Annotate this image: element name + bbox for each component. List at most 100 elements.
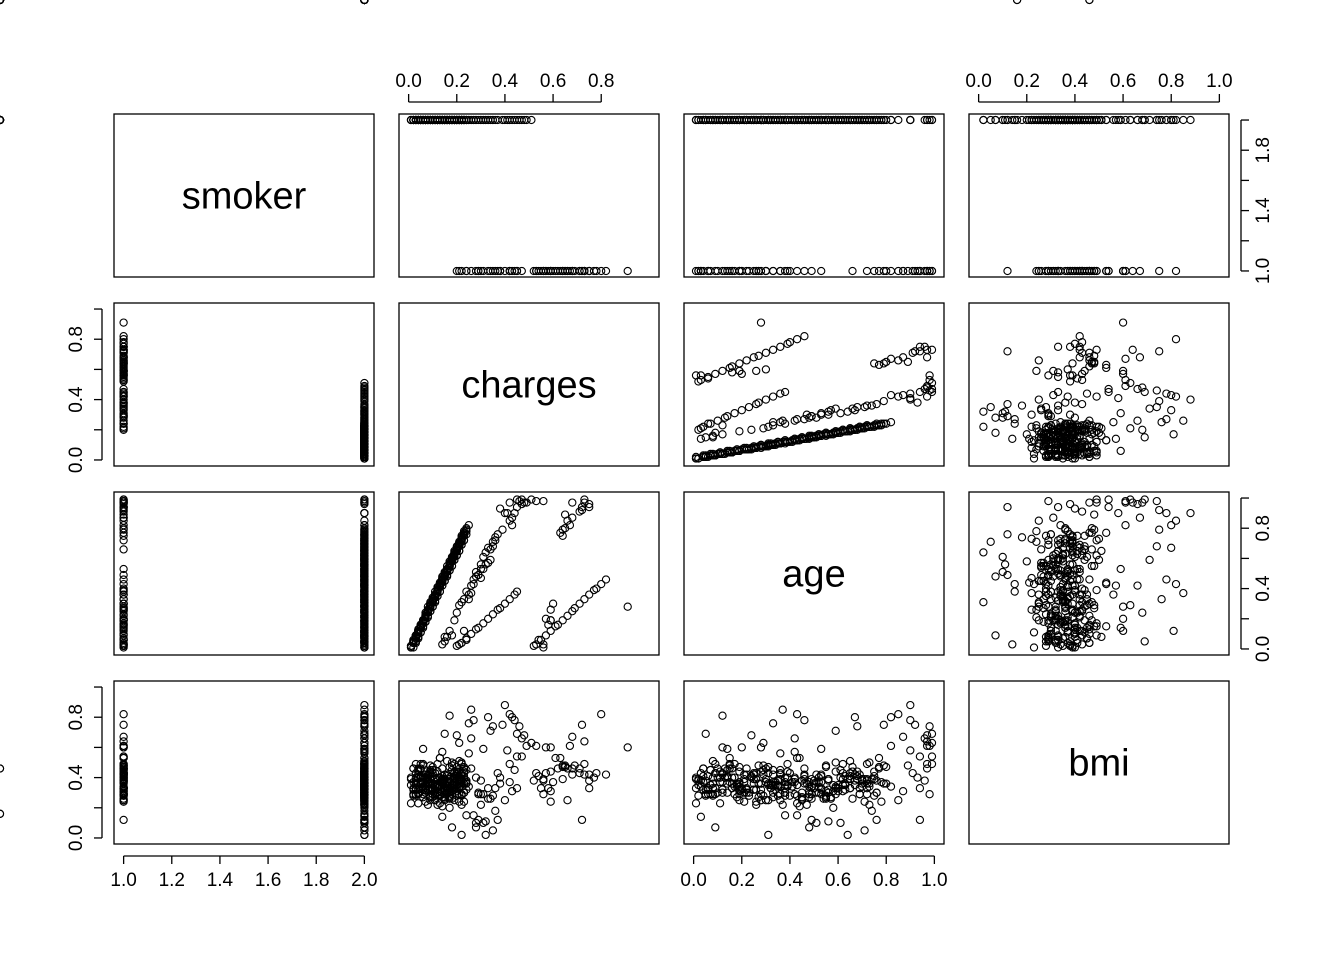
point-charges-vs-bmi: [1053, 433, 1063, 442]
point-charges-vs-age: [768, 345, 778, 354]
point-charges-vs-bmi: [1017, 401, 1027, 410]
point-charges-vs-age: [874, 421, 884, 430]
point-smoker-vs-charges: [520, 115, 529, 125]
point-smoker-vs-age: [824, 115, 833, 125]
point-age-vs-bmi: [1162, 508, 1171, 518]
point-charges-vs-age: [879, 359, 888, 368]
tick-label-bottom-age: 0.8: [873, 870, 899, 891]
point-smoker-vs-age: [817, 266, 826, 276]
point-age-vs-bmi: [1092, 631, 1101, 640]
point-charges-vs-smoker: [119, 357, 128, 367]
point-bmi-vs-age: [886, 741, 896, 751]
point-charges-vs-age: [752, 366, 761, 376]
point-bmi-vs-charges: [541, 743, 551, 752]
point-age-vs-bmi: [1046, 530, 1056, 539]
point-bmi-vs-age: [925, 722, 934, 731]
point-smoker-vs-bmi: [1082, 115, 1092, 125]
point-bmi-vs-charges: [438, 812, 447, 821]
tick-label-bottom-age: 0.6: [825, 870, 851, 891]
point-smoker-vs-bmi: [1104, 266, 1113, 276]
point-age-vs-bmi: [1034, 516, 1043, 525]
point-charges-vs-bmi: [979, 407, 988, 416]
point-charges-vs-age: [800, 434, 809, 443]
point-charges-vs-bmi: [1077, 399, 1087, 409]
point-age-vs-smoker: [119, 584, 128, 593]
point-charges-vs-bmi: [1027, 410, 1036, 419]
point-bmi-vs-age: [903, 761, 913, 770]
point-smoker-vs-charges: [544, 266, 553, 276]
point-smoker-vs-age: [879, 115, 888, 125]
point-age-vs-charges: [601, 575, 611, 584]
point-smoker-vs-bmi: [1118, 266, 1128, 276]
point-smoker-vs-bmi: [1046, 115, 1056, 125]
point-age-vs-charges: [505, 498, 514, 507]
point-charges-vs-bmi: [1051, 449, 1060, 459]
point-smoker-vs-charges: [507, 115, 517, 125]
point-charges-vs-age: [718, 366, 727, 376]
point-bmi-vs-age: [877, 777, 886, 787]
point-charges-vs-bmi: [1022, 430, 1031, 439]
point-charges-vs-age: [783, 437, 792, 447]
point-bmi-vs-charges: [445, 711, 454, 720]
point-bmi-vs-charges: [546, 797, 555, 806]
point-charges-vs-age: [780, 387, 790, 397]
point-age-vs-charges: [623, 602, 632, 611]
point-charges-vs-bmi: [1063, 446, 1072, 456]
point-bmi-vs-smoker: [360, 0, 369, 5]
point-bmi-vs-charges: [467, 734, 476, 743]
point-smoker-vs-bmi: [1109, 115, 1118, 125]
point-charges-vs-bmi: [1044, 412, 1053, 421]
point-smoker-vs-age: [761, 266, 771, 276]
point-charges-vs-age: [761, 365, 771, 374]
panel-frame-age-vs-charges: [398, 491, 660, 656]
variable-label-charges: charges: [461, 365, 596, 407]
point-smoker-vs-charges: [503, 115, 512, 125]
point-smoker-vs-age: [826, 115, 836, 125]
point-charges-vs-age: [906, 393, 915, 403]
point-bmi-vs-age: [848, 794, 857, 803]
point-smoker-vs-age: [894, 115, 903, 125]
point-charges-vs-bmi: [1133, 384, 1142, 394]
point-age-vs-bmi: [1029, 643, 1039, 652]
point-smoker-vs-age: [737, 266, 746, 276]
point-bmi-vs-age: [922, 764, 932, 773]
point-bmi-vs-age: [906, 700, 915, 710]
point-charges-vs-age: [776, 418, 785, 427]
point-bmi-vs-charges: [556, 753, 565, 763]
point-smoker-vs-age: [776, 266, 785, 276]
point-bmi-vs-age: [898, 787, 908, 796]
point-age-vs-bmi: [1155, 505, 1164, 515]
point-bmi-vs-smoker: [119, 720, 128, 729]
point-age-vs-charges: [568, 498, 577, 507]
point-smoker-vs-age: [877, 115, 886, 125]
point-age-vs-bmi: [1077, 507, 1087, 516]
point-bmi-vs-charges: [452, 731, 461, 740]
point-charges-vs-age: [706, 419, 715, 428]
point-charges-vs-smoker: [119, 318, 128, 327]
point-age-vs-charges: [575, 599, 584, 608]
point-smoker-vs-bmi: [1077, 266, 1087, 276]
point-charges-vs-bmi: [1065, 410, 1075, 419]
point-charges-vs-age: [925, 371, 934, 380]
point-bmi-vs-smoker: [119, 732, 128, 741]
point-bmi-vs-age: [718, 743, 727, 752]
point-charges-vs-bmi: [1109, 418, 1118, 427]
point-age-vs-bmi: [1171, 579, 1181, 589]
point-smoker-vs-bmi: [1167, 115, 1176, 125]
point-bmi-vs-smoker: [360, 830, 369, 840]
point-bmi-vs-charges: [414, 799, 423, 808]
point-bmi-vs-age: [913, 773, 922, 782]
point-age-vs-charges: [558, 616, 567, 625]
point-charges-vs-age: [860, 402, 869, 412]
point-charges-vs-age: [718, 421, 727, 430]
point-bmi-vs-age: [906, 746, 915, 755]
point-charges-vs-bmi: [1073, 421, 1082, 430]
point-bmi-vs-age: [824, 817, 833, 826]
point-smoker-vs-charges: [440, 115, 449, 125]
point-charges-vs-age: [886, 354, 896, 363]
point-charges-vs-age: [703, 419, 713, 428]
point-age-vs-charges: [560, 510, 570, 519]
point-smoker-vs-charges: [462, 266, 471, 276]
point-bmi-vs-charges: [483, 784, 493, 793]
point-bmi-vs-charges: [481, 830, 490, 840]
